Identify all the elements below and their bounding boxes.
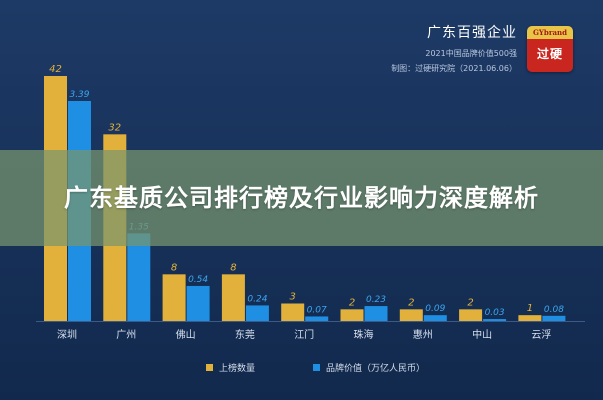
bar-value: [127, 233, 151, 321]
data-label-value: 0.24: [247, 294, 267, 304]
logo-main-text: 过硬: [527, 39, 573, 72]
banner-text: 广东基质公司排行榜及行业影响力深度解析: [64, 184, 539, 212]
logo-top-text: GYbrand: [527, 26, 573, 39]
legend-label-value: 品牌价值（万亿人民币）: [326, 364, 426, 374]
legend-swatch-value: [313, 364, 320, 371]
x-tick-label: 江门: [294, 328, 314, 341]
data-label-count: 32: [108, 122, 121, 133]
bar-value: [483, 319, 507, 321]
x-tick-label: 珠海: [354, 328, 374, 341]
data-label-count: 2: [408, 297, 414, 308]
chart-legend: 上榜数量 品牌价值（万亿人民币）: [0, 358, 603, 378]
x-tick-label: 云浮: [531, 329, 551, 341]
data-label-count: 42: [49, 64, 62, 75]
data-label-value: 0.54: [188, 275, 208, 285]
bar-value: [245, 305, 269, 321]
brand-logo: GYbrand 过硬: [527, 26, 573, 72]
data-label-value: 0.23: [366, 295, 386, 305]
bar-count: [221, 274, 245, 321]
x-tick-label: 中山: [472, 328, 492, 341]
data-label-count: 3: [290, 292, 296, 303]
data-label-count: 8: [171, 262, 177, 273]
data-label-value: 0.08: [544, 305, 564, 315]
legend-label-count: 上榜数量: [219, 364, 256, 374]
chart-header: 广东百强企业 2021中国品牌价值500强 制图：过硬研究院（2021.06.0…: [391, 22, 517, 74]
bar-count: [518, 315, 542, 321]
bar-count: [162, 274, 186, 321]
bar-count: [281, 303, 305, 321]
bar-count: [459, 309, 483, 321]
bar-value: [423, 315, 447, 321]
data-label-count: 1: [527, 303, 533, 314]
x-tick-label: 广州: [116, 329, 136, 341]
bar-count: [340, 309, 364, 321]
data-label-value: 3.39: [69, 90, 89, 100]
chart-title: 广东百强企业: [427, 25, 517, 41]
legend-item-value: 品牌价值（万亿人民币）: [313, 361, 425, 374]
bar-value: [364, 306, 388, 321]
data-label-count: 2: [467, 297, 473, 308]
data-label-count: 2: [349, 297, 355, 308]
data-label-count: 8: [230, 262, 236, 273]
data-label-value: 0.09: [425, 304, 445, 314]
bar-value: [542, 315, 566, 321]
x-tick-label: 惠州: [413, 328, 433, 341]
bar-value: [186, 285, 210, 321]
bar-value: [305, 316, 329, 321]
legend-item-count: 上榜数量: [206, 361, 255, 374]
chart-subtitle: 2021中国品牌价值500强: [425, 49, 517, 58]
x-tick-label: 佛山: [176, 328, 196, 341]
chart-source: 制图：过硬研究院（2021.06.06）: [391, 64, 517, 73]
legend-swatch-count: [206, 364, 213, 371]
data-label-value: 0.07: [307, 305, 327, 315]
title-banner: 广东基质公司排行榜及行业影响力深度解析: [0, 150, 603, 246]
data-label-value: 0.03: [485, 308, 505, 318]
x-tick-label: 深圳: [57, 329, 77, 341]
bar-count: [399, 309, 423, 321]
x-tick-label: 东莞: [235, 328, 255, 341]
